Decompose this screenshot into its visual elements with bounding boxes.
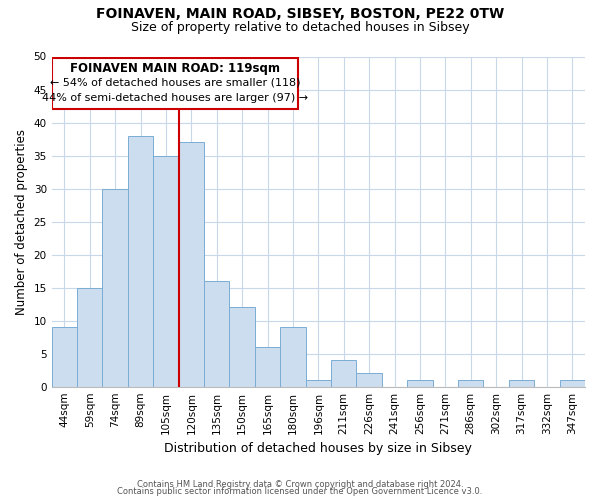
Bar [458, 380, 484, 386]
Bar [204, 281, 229, 386]
Bar [77, 288, 103, 386]
Bar [229, 308, 255, 386]
Bar [331, 360, 356, 386]
Bar [356, 374, 382, 386]
Text: FOINAVEN MAIN ROAD: 119sqm: FOINAVEN MAIN ROAD: 119sqm [70, 62, 280, 75]
Text: FOINAVEN, MAIN ROAD, SIBSEY, BOSTON, PE22 0TW: FOINAVEN, MAIN ROAD, SIBSEY, BOSTON, PE2… [96, 8, 504, 22]
Bar [128, 136, 153, 386]
Bar [280, 327, 305, 386]
Text: Contains HM Land Registry data © Crown copyright and database right 2024.: Contains HM Land Registry data © Crown c… [137, 480, 463, 489]
Bar [255, 347, 280, 387]
Bar [407, 380, 433, 386]
Bar [103, 188, 128, 386]
Text: Size of property relative to detached houses in Sibsey: Size of property relative to detached ho… [131, 21, 469, 34]
Bar [179, 142, 204, 386]
Y-axis label: Number of detached properties: Number of detached properties [15, 128, 28, 314]
Text: ← 54% of detached houses are smaller (118): ← 54% of detached houses are smaller (11… [50, 78, 300, 88]
Bar [52, 58, 298, 110]
Text: 44% of semi-detached houses are larger (97) →: 44% of semi-detached houses are larger (… [42, 94, 308, 104]
Bar [560, 380, 585, 386]
Bar [305, 380, 331, 386]
Bar [153, 156, 179, 386]
X-axis label: Distribution of detached houses by size in Sibsey: Distribution of detached houses by size … [164, 442, 472, 455]
Bar [52, 327, 77, 386]
Bar [509, 380, 534, 386]
Text: Contains public sector information licensed under the Open Government Licence v3: Contains public sector information licen… [118, 487, 482, 496]
